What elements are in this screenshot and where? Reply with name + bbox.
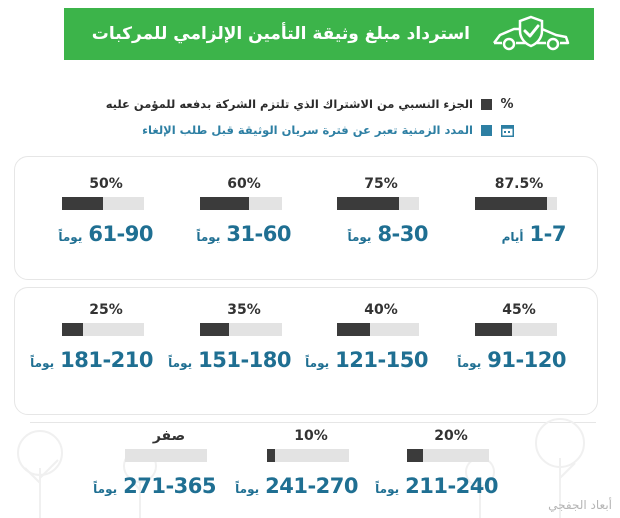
- bar-track: [267, 449, 349, 462]
- bar-track: [475, 323, 557, 336]
- range-value: 241-270: [265, 474, 358, 498]
- period-range: 8-30 يوماً: [347, 222, 428, 246]
- legend-swatch-teal: [481, 124, 492, 136]
- bar-track: [62, 197, 144, 210]
- legend-label: الجزء النسبي من الاشتراك الذي تلتزم الشر…: [105, 97, 473, 111]
- period-range: 91-120 يوماً: [457, 348, 566, 372]
- bar-fill: [337, 197, 399, 210]
- range-value: 271-365: [123, 474, 216, 498]
- bar-track: [200, 323, 282, 336]
- bar-track: [125, 449, 207, 462]
- refund-card: 20% 211-240 يوماً: [375, 428, 506, 518]
- refund-card: 40% 121-150 يوماً: [305, 302, 436, 392]
- range-value: 1-7: [529, 222, 567, 246]
- refund-card: 45% 91-120 يوماً: [457, 302, 574, 392]
- legend-label: المدد الزمنية تعبر عن فترة سريان الوثيقة…: [142, 123, 473, 137]
- percent-label: 50%: [89, 176, 123, 192]
- bar-track: [475, 197, 557, 210]
- range-unit: يوماً: [30, 356, 55, 370]
- bar-fill: [200, 323, 229, 336]
- percent-label: 20%: [434, 428, 468, 444]
- refund-card: 87.5% 1-7 أيام: [464, 176, 574, 266]
- bar-track: [62, 323, 144, 336]
- panel-row-3-border: [30, 422, 596, 423]
- range-value: 31-60: [226, 222, 291, 246]
- period-range: 271-365 يوماً: [93, 474, 216, 498]
- percent-label: 87.5%: [494, 176, 544, 192]
- refund-card: 50% 61-90 يوماً: [51, 176, 161, 266]
- bar-track: [407, 449, 489, 462]
- legend-item-percent: % الجزء النسبي من الاشتراك الذي تلتزم ال…: [106, 95, 514, 113]
- header-banner: استرداد مبلغ وثيقة التأمين الإلزامي للمر…: [64, 8, 594, 60]
- range-unit: يوماً: [93, 482, 118, 496]
- range-unit: أيام: [501, 230, 524, 244]
- percent-label: 75%: [364, 176, 398, 192]
- bar-fill: [200, 197, 250, 210]
- range-value: 91-120: [487, 348, 566, 372]
- period-range: 31-60 يوماً: [196, 222, 291, 246]
- range-unit: يوماً: [235, 482, 260, 496]
- range-unit: يوماً: [58, 230, 83, 244]
- bar-fill: [475, 323, 512, 336]
- period-range: 61-90 يوماً: [58, 222, 153, 246]
- car-shield-check-icon: [493, 15, 570, 51]
- legend-item-period: المدد الزمنية تعبر عن فترة سريان الوثيقة…: [142, 121, 514, 139]
- range-value: 121-150: [335, 348, 428, 372]
- legend-swatch-dark: [481, 98, 492, 110]
- bar-track: [337, 197, 419, 210]
- refund-card: 25% 181-210 يوماً: [30, 302, 161, 392]
- range-value: 211-240: [405, 474, 498, 498]
- page-title: استرداد مبلغ وثيقة التأمين الإلزامي للمر…: [91, 24, 470, 44]
- refund-card: صفر 271-365 يوماً: [93, 428, 224, 518]
- bar-track: [337, 323, 419, 336]
- bar-fill: [407, 449, 424, 462]
- refund-card: 10% 241-270 يوماً: [235, 428, 366, 518]
- period-range: 1-7 أيام: [501, 222, 567, 246]
- bar-fill: [267, 449, 276, 462]
- bar-fill: [62, 323, 83, 336]
- percent-label: 25%: [89, 302, 123, 318]
- range-value: 151-180: [198, 348, 291, 372]
- period-range: 121-150 يوماً: [305, 348, 428, 372]
- percent-label: 10%: [294, 428, 328, 444]
- percent-label: 45%: [502, 302, 536, 318]
- bar-track: [200, 197, 282, 210]
- range-unit: يوماً: [196, 230, 221, 244]
- refund-card: 35% 151-180 يوماً: [168, 302, 299, 392]
- range-value: 8-30: [377, 222, 428, 246]
- period-range: 181-210 يوماً: [30, 348, 153, 372]
- panel-row-2: [14, 287, 598, 415]
- calendar-icon: [500, 124, 514, 137]
- bar-fill: [62, 197, 103, 210]
- period-range: 211-240 يوماً: [375, 474, 498, 498]
- percent-label: 35%: [227, 302, 261, 318]
- range-unit: يوماً: [168, 356, 193, 370]
- range-unit: يوماً: [375, 482, 400, 496]
- range-unit: يوماً: [457, 356, 482, 370]
- percent-label: 40%: [364, 302, 398, 318]
- period-range: 151-180 يوماً: [168, 348, 291, 372]
- panel-row-1: [14, 156, 598, 280]
- bar-fill: [337, 323, 370, 336]
- range-value: 181-210: [60, 348, 153, 372]
- percent-label: صفر: [152, 428, 186, 444]
- period-range: 241-270 يوماً: [235, 474, 358, 498]
- refund-card: 75% 8-30 يوماً: [326, 176, 436, 266]
- refund-card: 60% 31-60 يوماً: [189, 176, 299, 266]
- range-unit: يوماً: [305, 356, 330, 370]
- percent-icon: %: [500, 96, 514, 112]
- range-value: 61-90: [88, 222, 153, 246]
- range-unit: يوماً: [347, 230, 372, 244]
- watermark: أبعاد الجفجي: [548, 498, 612, 512]
- percent-label: 60%: [227, 176, 261, 192]
- bar-fill: [475, 197, 547, 210]
